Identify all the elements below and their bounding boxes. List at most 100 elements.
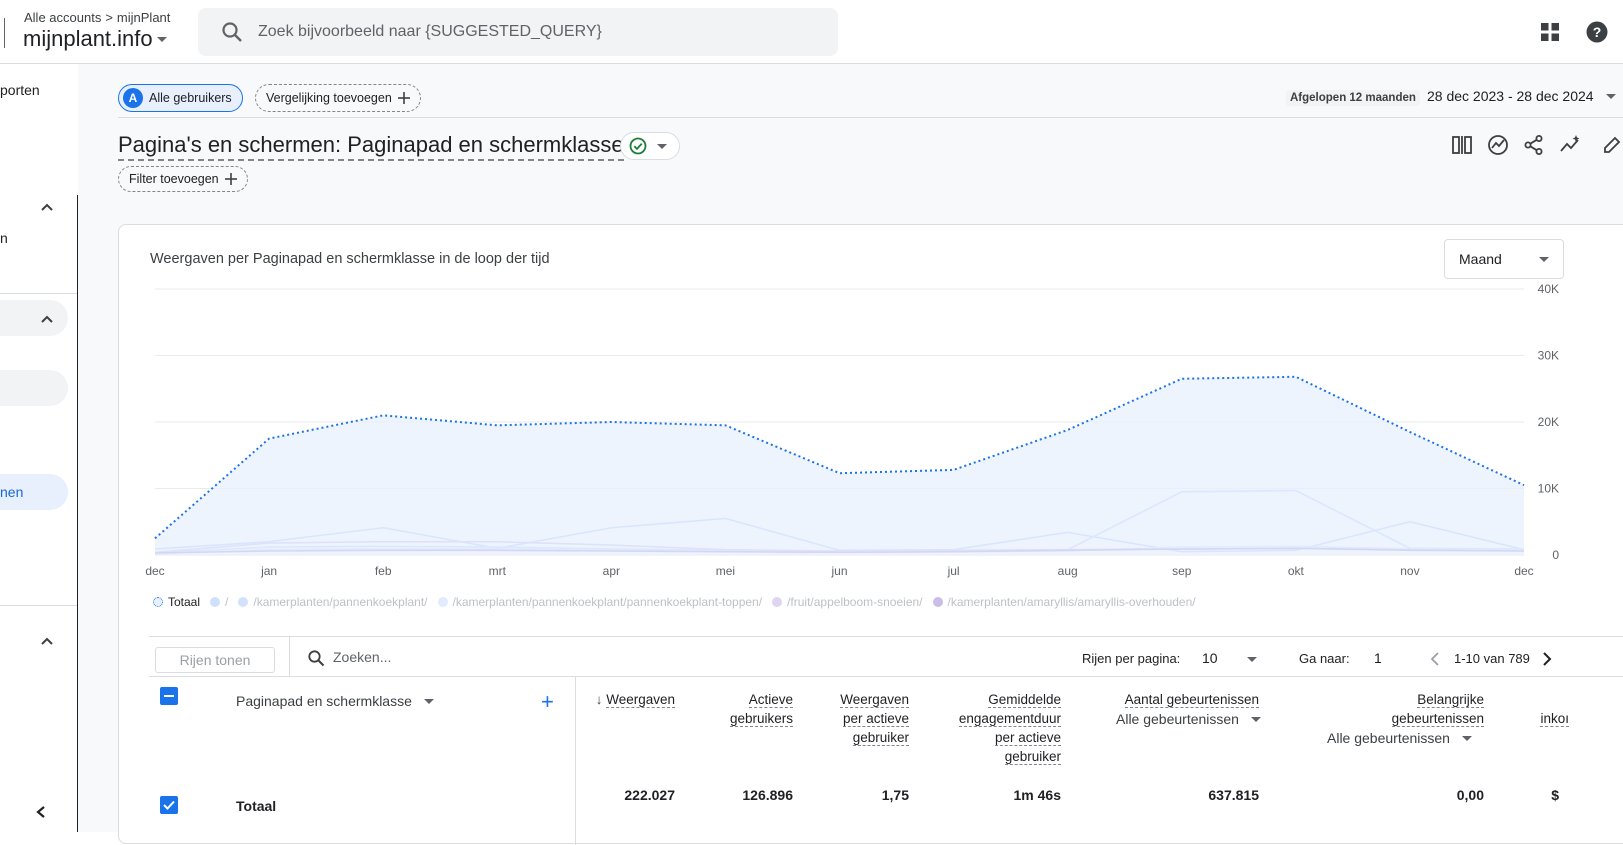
dimension-selector[interactable]: Paginapad en schermklasse [236,693,434,709]
sort-down-icon: ↓ [595,692,603,707]
chevron-up-icon[interactable] [40,202,54,212]
sidebar-item-active[interactable]: nen [0,474,68,510]
x-tick-label: okt [1288,564,1305,578]
add-filter-label: Filter toevoegen [129,172,219,186]
col-events[interactable]: Aantal gebeurtenissen [1094,690,1259,709]
col-views-per-user[interactable]: Weergaven per actieve gebruiker [819,690,909,747]
rows-per-page-select[interactable]: 10 [1202,650,1218,666]
chevron-up-icon[interactable] [40,314,54,324]
legend-item[interactable]: /kamerplanten/pannenkoekplant/ [238,595,428,609]
property-selector[interactable]: mijnplant.info [23,26,167,52]
date-range-value: 28 dec 2023 - 28 dec 2024 [1427,88,1594,104]
sidebar-section-header[interactable] [0,300,68,336]
edit-icon[interactable] [1601,134,1623,156]
property-name: mijnplant.info [23,26,153,51]
row-checkbox[interactable] [160,796,178,814]
add-comparison-button[interactable]: Vergelijking toevoegen [255,84,421,112]
help-icon[interactable]: ? [1585,20,1609,44]
total-key-events: 0,00 [1456,787,1484,803]
legend-item[interactable]: /fruit/appelboom-snoeien/ [772,595,923,609]
add-filter-button[interactable]: Filter toevoegen [118,166,248,192]
caret-down-icon [423,698,434,704]
series-area-total [155,376,1524,555]
col-views[interactable]: ↓ Weergaven [589,690,675,709]
search-icon [222,22,242,42]
apps-grid-icon[interactable] [1538,20,1562,44]
insights-icon[interactable] [1487,134,1509,156]
total-active-users: 126.896 [742,787,793,803]
legend-item[interactable]: /kamerplanten/amaryllis/amaryllis-overho… [932,595,1196,609]
total-events: 637.815 [1208,787,1259,803]
col-label: Gemiddelde [988,692,1061,708]
sidebar-item-reports[interactable]: porten [0,82,40,98]
breadcrumb-all-accounts[interactable]: Alle accounts [24,10,102,25]
col-label: gebruiker [1004,749,1061,765]
add-comparison-label: Vergelijking toevoegen [266,91,392,105]
rows-per-page-label: Rijen per pagina: [1082,651,1181,666]
legend-label: / [225,595,229,609]
col-label: gebruikers [729,711,793,727]
breadcrumb-account[interactable]: mijnPlant [116,10,171,25]
show-rows-button[interactable]: Rijen tonen [155,647,275,673]
collapse-sidebar-icon[interactable] [34,805,48,819]
total-row-label: Totaal [236,798,277,814]
plus-icon [224,173,237,185]
col-active-users[interactable]: Actieve gebruikers [719,690,793,728]
trend-sparkle-icon[interactable] [1559,134,1581,156]
page-title[interactable]: Pagina's en schermen: Paginapad en scher… [118,132,624,161]
period-select[interactable]: Maand [1444,239,1564,279]
sidebar-item-hover[interactable] [0,370,68,406]
divider [149,676,1623,677]
goto-page-input[interactable]: 1 [1374,650,1382,666]
key-events-filter-select[interactable]: Alle gebeurtenissen [1327,730,1472,746]
breadcrumb[interactable]: Alle accounts > mijnPlant [24,10,170,25]
sidebar: porten n nen [0,64,78,832]
x-tick-label: nov [1400,564,1419,578]
sidebar-item-label[interactable]: n [0,230,8,246]
y-tick-label: 40K [1538,282,1559,296]
search-bar[interactable] [198,8,838,56]
date-range-picker[interactable]: 28 dec 2023 - 28 dec 2024 [1427,88,1616,104]
caret-down-icon [657,143,667,149]
y-tick-label: 20K [1538,415,1559,429]
select-all-checkbox[interactable] [160,687,178,705]
divider [118,117,1623,118]
search-input[interactable] [258,23,818,41]
chart-legend: Totaal / /kamerplanten/pannenkoekplant/ /ka… [153,595,1196,609]
legend-swatch [210,597,221,607]
col-label: per actieve [842,711,909,727]
search-icon [308,650,325,667]
chevron-right-icon[interactable] [1541,652,1553,666]
legend-label: /kamerplanten/pannenkoekplant/pannenkoek… [452,595,763,609]
chart-title: Weergaven per Paginapad en schermklasse … [150,251,550,267]
x-tick-label: dec [145,564,164,578]
col-label: inkoı [1540,711,1569,727]
add-dimension-button[interactable]: + [541,689,554,714]
caret-down-icon[interactable] [1247,657,1257,662]
compare-columns-icon[interactable] [1451,134,1473,156]
legend-swatch [238,597,249,607]
col-label: Belangrijke [1417,692,1484,708]
share-icon[interactable] [1523,134,1545,156]
segment-avatar: A [123,88,143,108]
divider [289,637,290,676]
col-revenue[interactable]: inkoı [1529,709,1569,728]
legend-item[interactable]: / [210,595,228,609]
chevron-up-icon[interactable] [40,636,54,646]
caret-down-icon [1461,735,1472,741]
date-range-label: Afgelopen 12 maanden [1286,90,1420,106]
legend-item[interactable]: Totaal [153,595,200,609]
chevron-left-icon[interactable] [1429,652,1441,666]
events-filter-select[interactable]: Alle gebeurtenissen [1116,711,1261,727]
caret-down-icon [156,36,167,42]
legend-item[interactable]: /kamerplanten/pannenkoekplant/pannenkoek… [437,595,763,609]
y-tick-label: 0 [1552,548,1559,562]
report-status-chip[interactable] [620,132,680,160]
legend-swatch [932,597,943,607]
table-search-input[interactable]: Zoeken... [333,649,392,665]
col-key-events[interactable]: Belangrijke gebeurtenissen [1364,690,1484,728]
col-engagement[interactable]: Gemiddelde engagementduur per actieve ge… [929,690,1061,766]
segment-label: Alle gebruikers [149,91,232,105]
segment-chip-all-users[interactable]: A Alle gebruikers [118,84,243,112]
main-content: A Alle gebruikers Vergelijking toevoegen… [78,64,1623,845]
